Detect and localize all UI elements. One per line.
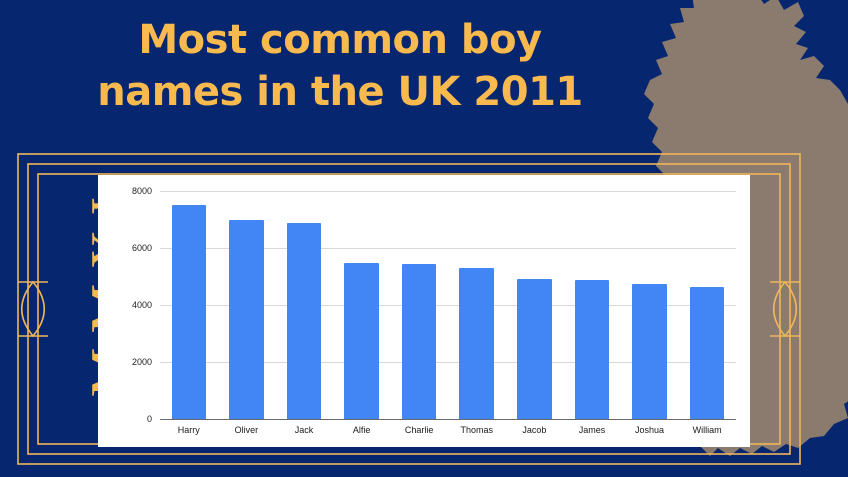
frame-lens-left-icon (21, 280, 45, 338)
bar-thomas[interactable] (459, 267, 495, 419)
bar-harry[interactable] (171, 204, 207, 419)
x-axis-label-jack: Jack (294, 425, 314, 435)
x-axis-label-joshua: Joshua (635, 425, 665, 435)
title-line-2: names in the UK 2011 (97, 69, 583, 115)
y-axis-tick-label: 8000 (131, 186, 152, 196)
x-axis-label-oliver: Oliver (234, 425, 259, 435)
bar-william[interactable] (689, 287, 725, 419)
page-title: Most common boy names in the UK 2011 (0, 14, 680, 118)
y-axis-tick-label: 6000 (131, 243, 152, 253)
bar-slot (621, 191, 679, 419)
chart-bars (160, 191, 736, 419)
gridline-0 (160, 419, 736, 420)
x-axis-label-thomas: Thomas (460, 425, 494, 435)
bar-slot (506, 191, 564, 419)
bar-slot (563, 191, 621, 419)
bar-slot (448, 191, 506, 419)
x-axis-label-alfie: Alfie (352, 425, 371, 435)
chart-plot-container: 0 2000 4000 6000 8000 Harry Oliver Jack Alfie Ch… (98, 175, 750, 447)
bar-james[interactable] (574, 279, 610, 419)
chart-x-axis: Harry Oliver Jack Alfie Charlie Thomas Jacob Ja… (160, 425, 736, 435)
bar-slot (160, 191, 218, 419)
bar-slot (678, 191, 736, 419)
bar-jack[interactable] (286, 223, 322, 419)
title-line-1: Most common boy (138, 17, 542, 63)
bar-charlie[interactable] (401, 263, 437, 419)
x-axis-label-james: James (578, 425, 606, 435)
y-axis-tick-label: 0 (146, 414, 152, 424)
chart-panel: 0 2000 4000 6000 8000 Harry Oliver Jack Alfie Ch… (98, 175, 750, 447)
x-axis-label-charlie: Charlie (404, 425, 434, 435)
bar-joshua[interactable] (632, 283, 667, 419)
x-axis-label-jacob: Jacob (522, 425, 547, 435)
x-axis-label-william: William (692, 425, 722, 435)
bar-slot (333, 191, 391, 419)
bar-oliver[interactable] (229, 219, 264, 419)
x-axis-label-harry: Harry (177, 425, 200, 435)
bar-slot (218, 191, 276, 419)
bar-alfie[interactable] (344, 263, 379, 419)
bar-jacob[interactable] (517, 279, 552, 419)
frame-lens-right-icon (773, 280, 797, 338)
y-axis-tick-label: 4000 (131, 300, 152, 310)
bar-slot (390, 191, 448, 419)
bar-slot (275, 191, 333, 419)
y-axis-tick-label: 2000 (131, 357, 152, 367)
